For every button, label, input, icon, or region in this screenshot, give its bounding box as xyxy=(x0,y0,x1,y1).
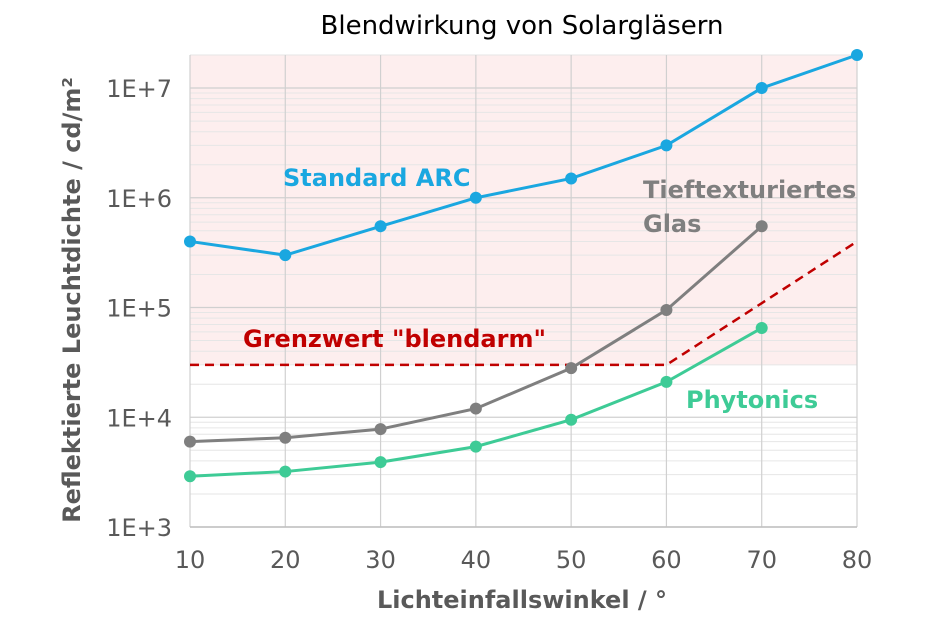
label-grenzwert: Grenzwert "blendarm" xyxy=(243,325,546,353)
x-tick-labels: 10 20 30 40 50 60 70 80 xyxy=(175,546,873,574)
chart-title: Blendwirkung von Solargläsern xyxy=(321,11,724,41)
y-tick-label: 1E+7 xyxy=(106,75,172,103)
data-point-standard-arc xyxy=(374,220,387,233)
data-point-standard-arc xyxy=(565,172,578,185)
data-point-phytonics xyxy=(565,413,578,426)
minor-gridlines xyxy=(190,54,857,495)
data-point-standard-arc xyxy=(184,235,196,248)
label-standard-arc: Standard ARC xyxy=(283,164,470,192)
data-point-phytonics xyxy=(755,322,768,335)
x-axis-title: Lichteinfallswinkel / ° xyxy=(377,586,667,614)
series-line-standard-arc xyxy=(189,53,858,257)
y-axis-title: Reflektierte Leuchtdichte / cd/m² xyxy=(58,77,86,523)
data-point-tieftexturiertes-glas xyxy=(279,431,292,444)
data-point-phytonics xyxy=(184,470,196,483)
data-point-tieftexturiertes-glas xyxy=(660,303,673,316)
data-point-tieftexturiertes-glas xyxy=(469,402,482,415)
series-lines xyxy=(184,49,863,483)
data-point-phytonics xyxy=(469,440,482,453)
y-tick-label: 1E+5 xyxy=(106,295,172,323)
data-point-tieftexturiertes-glas xyxy=(184,435,196,448)
x-tick-label: 80 xyxy=(842,546,873,574)
y-tick-label: 1E+4 xyxy=(106,404,172,432)
x-tick-label: 40 xyxy=(461,546,492,574)
data-point-tieftexturiertes-glas xyxy=(755,220,768,233)
limit-line xyxy=(190,240,858,367)
data-point-tieftexturiertes-glas xyxy=(565,362,578,375)
x-tick-label: 20 xyxy=(270,546,301,574)
x-tick-label: 10 xyxy=(175,546,206,574)
x-tick-label: 30 xyxy=(365,546,396,574)
y-tick-label: 1E+3 xyxy=(106,514,172,542)
y-tick-labels: 1E+3 1E+4 1E+5 1E+6 1E+7 xyxy=(106,75,172,542)
limit-line-path xyxy=(190,240,858,367)
data-point-standard-arc xyxy=(660,139,673,152)
data-point-standard-arc xyxy=(279,249,292,262)
data-point-phytonics xyxy=(279,465,292,478)
data-point-standard-arc xyxy=(755,82,768,95)
data-point-phytonics xyxy=(660,375,673,388)
x-tick-label: 50 xyxy=(556,546,587,574)
label-tieftexturiertes-line1: Tieftexturiertes xyxy=(643,176,856,204)
data-point-phytonics xyxy=(374,456,387,469)
data-point-standard-arc xyxy=(469,191,482,204)
data-point-standard-arc xyxy=(851,49,863,61)
label-phytonics: Phytonics xyxy=(686,386,818,414)
data-point-tieftexturiertes-glas xyxy=(374,423,387,436)
label-tieftexturiertes-line2: Glas xyxy=(643,210,701,238)
x-tick-label: 70 xyxy=(746,546,777,574)
y-tick-label: 1E+6 xyxy=(106,185,172,213)
x-tick-label: 60 xyxy=(651,546,682,574)
